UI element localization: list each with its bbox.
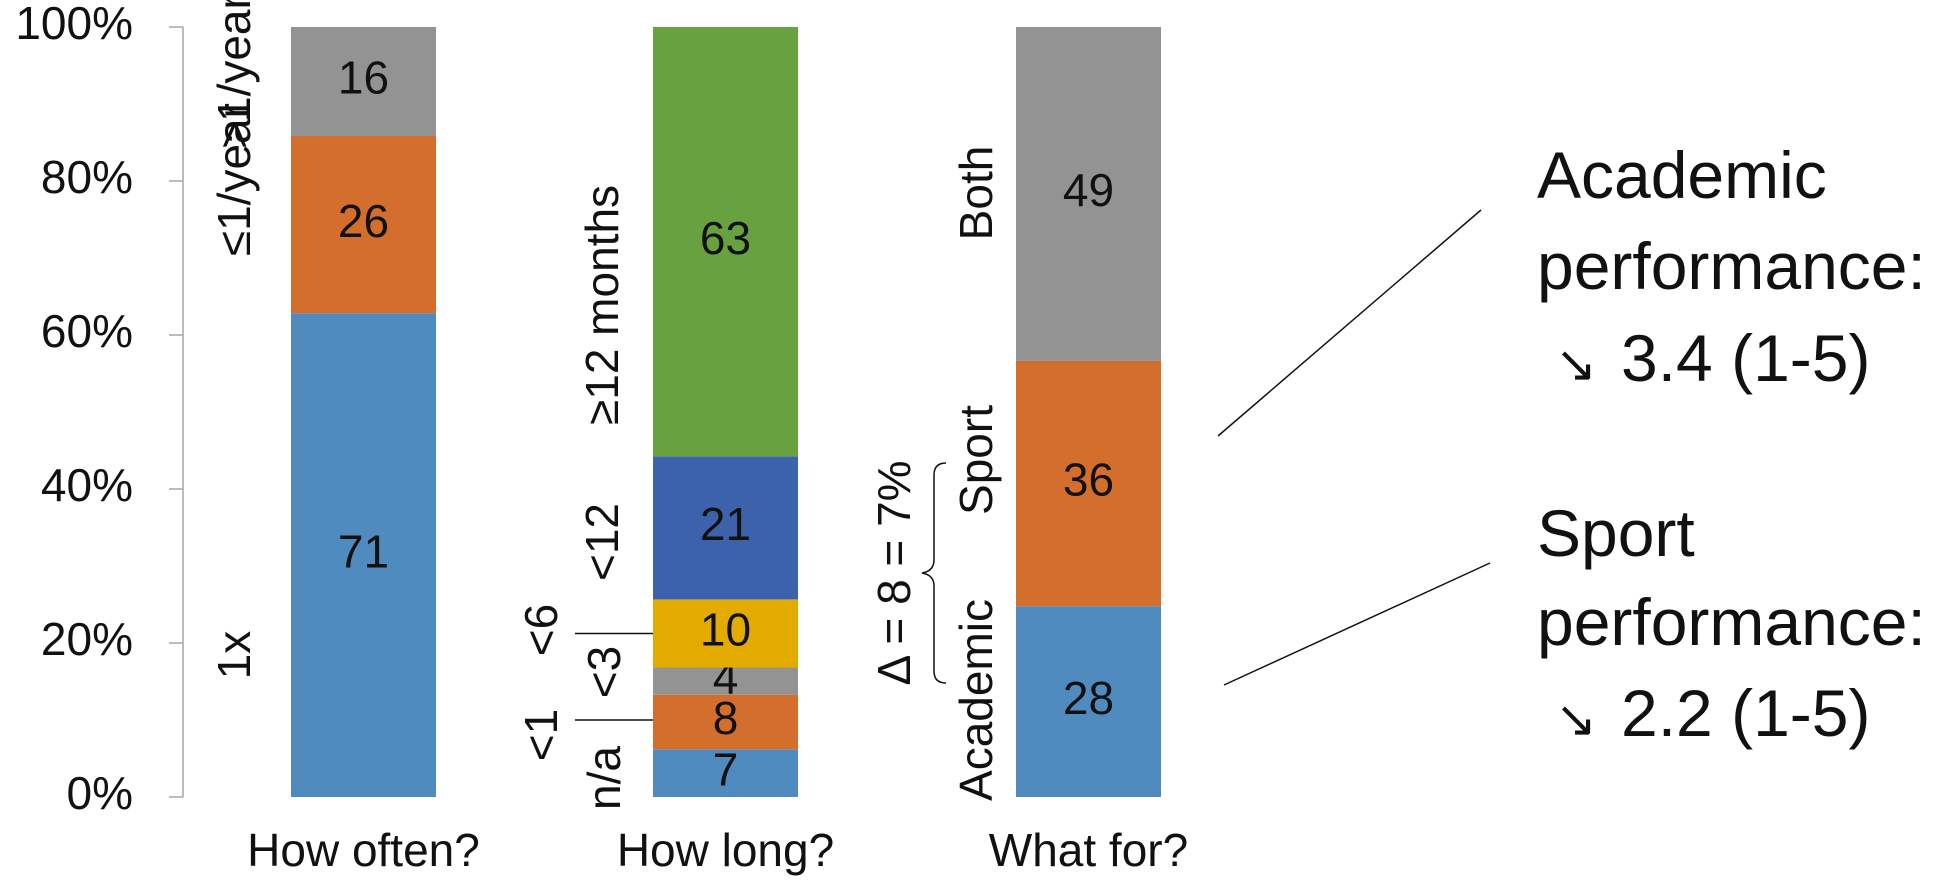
segment-side-label: Academic: [950, 599, 1002, 801]
x-category-label: What for?: [989, 824, 1188, 876]
academic-connector-line: [1217, 209, 1482, 437]
x-categories-group: How often? How long? What for?: [247, 824, 1188, 876]
bar-value-label: 21: [700, 498, 751, 550]
segment-side-label: ≤1/year: [208, 103, 260, 256]
bar-value-label: 7: [713, 743, 739, 795]
segment-side-label: 1x: [208, 631, 260, 680]
bar-value-label: 36: [1063, 454, 1114, 506]
bar-value-label: 8: [713, 692, 739, 744]
bar-value-label: 16: [338, 52, 389, 104]
delta-bracket-label: Δ = 8 = 7%: [868, 460, 920, 685]
academic-arrow-icon: ↘: [1555, 336, 1597, 392]
segment-side-label: <3: [578, 646, 630, 698]
sport-annotation-line2: performance:: [1537, 585, 1926, 659]
y-tick-label: 60%: [41, 305, 133, 357]
bar-segment: [291, 27, 436, 137]
bar-value-label: 63: [700, 212, 751, 264]
bar-segment: [1016, 360, 1161, 607]
bar-segment: [653, 749, 798, 797]
bar-segment: [653, 599, 798, 668]
delta-bracket: Δ = 8 = 7%: [868, 460, 947, 686]
x-category-label: How often?: [247, 824, 480, 876]
y-axis: 0% 20% 40% 60% 80% 100%: [15, 0, 184, 819]
segment-side-label: ≥12 months: [576, 185, 628, 425]
sport-annotation-value: 2.2 (1-5): [1621, 676, 1870, 750]
segment-side-label: <12: [576, 503, 628, 581]
segment-side-label: <1: [515, 709, 567, 761]
bar-value-label: 26: [338, 195, 389, 247]
bar-value-label: 71: [338, 525, 389, 577]
bar-segment: [653, 27, 798, 457]
bar-segment: [1016, 606, 1161, 797]
sport-arrow-icon: ↘: [1555, 691, 1597, 747]
academic-annotation-value: 3.4 (1-5): [1621, 321, 1870, 395]
y-tick-label: 20%: [41, 613, 133, 665]
y-tick-label: 80%: [41, 151, 133, 203]
sport-annotation: Sport performance: ↘ 2.2 (1-5): [1537, 496, 1926, 750]
bar-segment: [653, 694, 798, 750]
y-tick-label: 100%: [15, 0, 133, 49]
bar-segment: [653, 667, 798, 695]
academic-annotation-line1: Academic: [1537, 138, 1827, 212]
bar-value-label: 49: [1063, 164, 1114, 216]
segment-side-label: >1/year: [208, 0, 260, 149]
bar-value-label: 10: [700, 604, 751, 656]
y-tick-label: 0%: [67, 767, 133, 819]
y-tick-label: 40%: [41, 459, 133, 511]
segment-side-label: Both: [950, 146, 1002, 241]
side-labels-group: 1x ≤1/year>1/year n/a<1<3<6<12 ≥12 months Ac…: [208, 0, 1002, 810]
x-category-label: How long?: [617, 824, 834, 876]
segment-side-label: n/a: [578, 746, 630, 810]
bar-segment: [1016, 27, 1161, 361]
academic-annotation-line2: performance:: [1537, 229, 1926, 303]
segment-side-label: <6: [515, 604, 567, 656]
segment-side-label: Sport: [950, 405, 1002, 515]
bar-value-label: 28: [1063, 672, 1114, 724]
academic-annotation: Academic performance: ↘ 3.4 (1-5): [1537, 138, 1926, 395]
sport-annotation-line1: Sport: [1537, 496, 1695, 570]
sport-connector-line: [1223, 562, 1491, 686]
bar-segment: [653, 456, 798, 600]
bar-segment: [291, 313, 436, 797]
bar-segment: [291, 136, 436, 314]
